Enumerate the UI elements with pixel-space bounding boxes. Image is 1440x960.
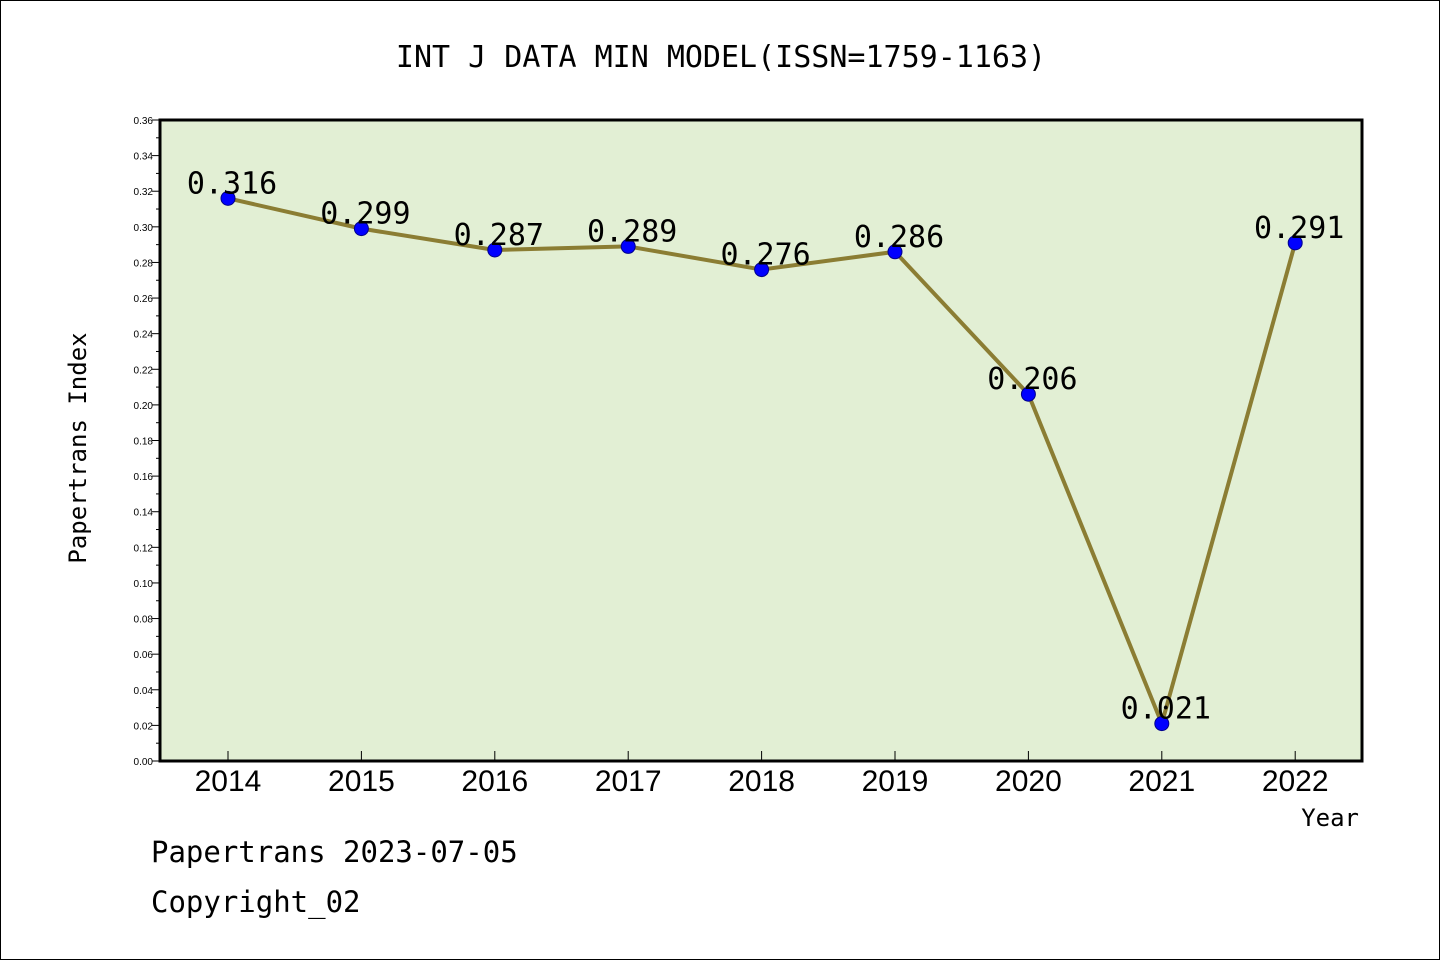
data-point bbox=[887, 244, 903, 260]
y-tick-label: 0.20 bbox=[134, 401, 154, 412]
x-tick-label: 2016 bbox=[461, 765, 528, 798]
data-point bbox=[353, 221, 369, 237]
data-point bbox=[1020, 386, 1036, 402]
y-tick-label: 0.34 bbox=[134, 152, 154, 163]
x-tick-label: 2017 bbox=[595, 765, 662, 798]
y-tick-label: 0.08 bbox=[134, 615, 154, 626]
x-tick-label: 2014 bbox=[195, 765, 262, 798]
x-tick-label: 2019 bbox=[862, 765, 929, 798]
y-tick-label: 0.22 bbox=[134, 365, 154, 376]
y-tick-label: 0.14 bbox=[134, 508, 154, 519]
data-point bbox=[620, 238, 636, 254]
data-point bbox=[1154, 716, 1170, 732]
data-label: 0.287 bbox=[454, 218, 544, 253]
x-tick-label: 2020 bbox=[995, 765, 1062, 798]
footer-copyright: Copyright_02 bbox=[151, 885, 361, 919]
y-tick-label: 0.04 bbox=[134, 686, 154, 697]
x-tick-label: 2022 bbox=[1262, 765, 1329, 798]
y-tick-label: 0.30 bbox=[134, 223, 154, 234]
y-tick-label: 0.06 bbox=[134, 650, 154, 661]
y-tick-label: 0.32 bbox=[134, 187, 154, 198]
y-axis: 0.00 0.02 0.04 0.06 0.08 0.10 0.12 0.14 0.16 0.18… bbox=[134, 116, 160, 768]
y-tick-label: 0.28 bbox=[134, 258, 154, 269]
y-tick-label: 0.00 bbox=[134, 757, 154, 768]
data-label: 0.206 bbox=[987, 362, 1077, 397]
data-label: 0.276 bbox=[720, 238, 810, 273]
data-point bbox=[754, 262, 770, 278]
data-label: 0.316 bbox=[187, 166, 277, 201]
chart-title: INT J DATA MIN MODEL(ISSN=1759-1163) bbox=[396, 40, 1046, 75]
data-label: 0.286 bbox=[854, 220, 944, 255]
y-tick-label: 0.16 bbox=[134, 472, 154, 483]
footer-date: Papertrans 2023-07-05 bbox=[151, 835, 518, 869]
series-markers bbox=[220, 190, 1303, 732]
y-tick-label: 0.10 bbox=[134, 579, 154, 590]
x-axis-label: Year bbox=[1301, 804, 1359, 832]
y-tick-label: 0.02 bbox=[134, 721, 154, 732]
y-tick-label: 0.36 bbox=[134, 116, 154, 127]
y-tick-label: 0.18 bbox=[134, 437, 154, 448]
x-tick-label: 2015 bbox=[328, 765, 395, 798]
data-labels: 0.316 0.299 0.287 0.289 0.276 0.286 0.206 0.021… bbox=[187, 166, 1345, 726]
data-point bbox=[1287, 235, 1303, 251]
y-tick-label: 0.12 bbox=[134, 543, 154, 554]
data-label: 0.299 bbox=[320, 197, 410, 232]
y-tick-label: 0.24 bbox=[134, 330, 154, 341]
data-point bbox=[220, 190, 236, 206]
y-tick-label: 0.26 bbox=[134, 294, 154, 305]
data-label: 0.021 bbox=[1121, 692, 1211, 727]
data-point bbox=[487, 242, 503, 258]
data-label: 0.289 bbox=[587, 214, 677, 249]
x-tick-label: 2021 bbox=[1128, 765, 1195, 798]
x-axis: 2014 2015 2016 2017 2018 2019 2020 2021 2022 bbox=[195, 751, 1329, 798]
data-label: 0.291 bbox=[1254, 211, 1344, 246]
x-tick-label: 2018 bbox=[728, 765, 795, 798]
y-axis-label: Papertrans Index bbox=[64, 332, 92, 563]
